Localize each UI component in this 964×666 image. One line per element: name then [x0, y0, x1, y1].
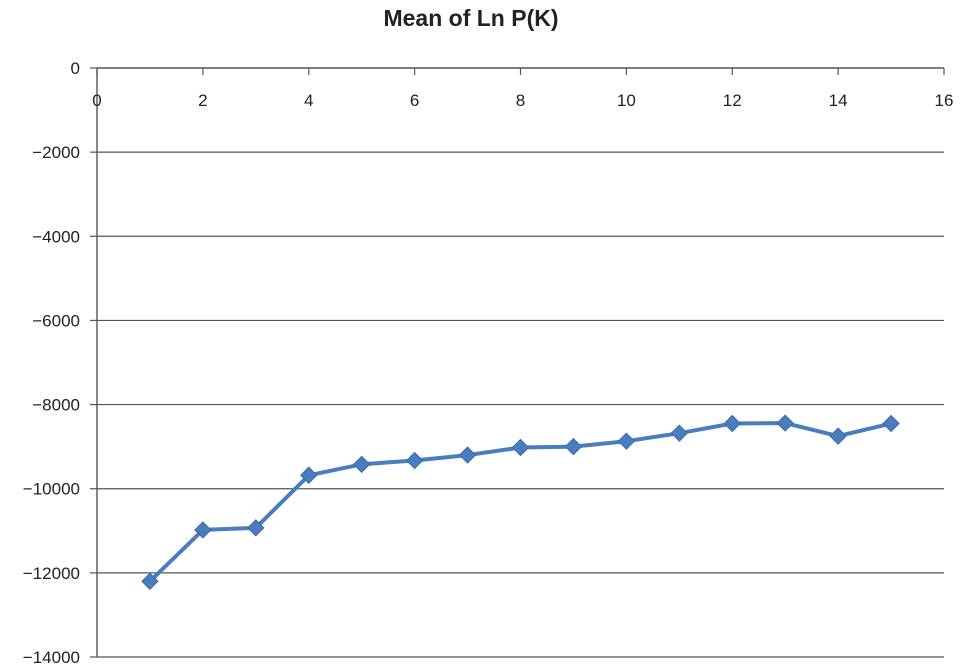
x-tick-label: 12	[723, 91, 742, 110]
data-point-marker	[194, 521, 212, 539]
x-tick-label: 16	[935, 91, 954, 110]
y-tick-label: −4000	[32, 227, 80, 246]
data-point-marker	[564, 437, 583, 456]
y-tick-label: −10000	[23, 480, 80, 499]
x-tick-label: 2	[198, 91, 207, 110]
data-point-marker	[776, 414, 794, 432]
data-point-marker	[405, 451, 424, 470]
series	[141, 414, 900, 590]
y-tick-label: −14000	[23, 648, 80, 666]
chart-title: Mean of Ln P(K)	[383, 5, 558, 31]
x-tick-label: 6	[410, 91, 419, 110]
data-point-marker	[829, 427, 847, 445]
data-point-marker	[617, 432, 636, 450]
y-tick-label: 0	[71, 59, 80, 78]
data-point-marker	[141, 572, 159, 590]
data-point-marker	[882, 414, 900, 433]
y-axis-ticks: 0 −2000 −4000 −6000 −8000 −10000 −12000 −14000	[23, 59, 97, 666]
y-tick-label: −6000	[32, 311, 80, 330]
y-tick-label: −8000	[32, 396, 80, 415]
data-point-marker	[300, 466, 318, 484]
data-point-marker	[670, 424, 689, 442]
data-point-marker	[723, 414, 741, 433]
y-tick-label: −12000	[23, 564, 80, 583]
x-tick-label: 10	[617, 91, 636, 110]
x-tick-label: 0	[92, 91, 101, 110]
data-point-marker	[511, 438, 530, 457]
axes	[96, 67, 944, 657]
data-point-marker	[247, 519, 265, 537]
data-point-marker	[458, 446, 477, 464]
x-tick-label: 14	[829, 91, 848, 110]
x-tick-label: 8	[516, 91, 525, 110]
y-tick-label: −2000	[32, 143, 80, 162]
data-point-marker	[352, 455, 371, 474]
x-axis-ticks: 0 2 4 6 8 10 12 14 16	[92, 68, 953, 110]
x-tick-label: 4	[304, 91, 313, 110]
gridlines	[97, 151, 944, 658]
